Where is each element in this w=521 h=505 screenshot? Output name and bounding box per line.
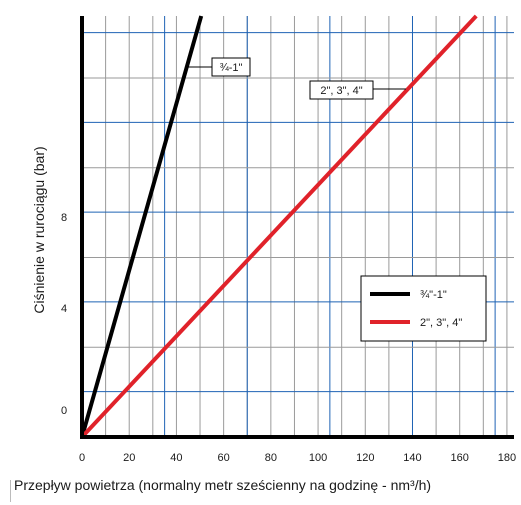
- x-axis-title: Przepływ powietrza (normalny metr sześci…: [14, 477, 431, 493]
- line-label-red-text: 2", 3", 4": [320, 85, 362, 97]
- left-border: [10, 480, 11, 502]
- y-axis-title: Ciśnienie w rurociągu (bar): [31, 146, 47, 313]
- series-line-black: [80, 15, 204, 438]
- x-tick-labels: 0 20 40 60 80 100 120 140 160 180: [79, 452, 516, 464]
- x-tick-label: 160: [451, 452, 469, 464]
- y-tick-label: 0: [61, 405, 67, 417]
- grid: [82, 16, 514, 437]
- y-tick-labels: 0 4 8: [61, 212, 67, 417]
- x-tick-label: 60: [218, 452, 230, 464]
- y-tick-label: 8: [61, 212, 67, 224]
- line-label-black: ¾-1": [188, 57, 251, 77]
- legend-label-black: ¾"-1": [420, 289, 447, 301]
- legend-box: [360, 275, 487, 342]
- x-tick-label: 80: [265, 452, 277, 464]
- y-tick-label: 4: [61, 303, 67, 315]
- line-label-black-text: ¾-1": [220, 62, 243, 74]
- x-tick-label: 180: [498, 452, 516, 464]
- line-label-red: 2", 3", 4": [309, 80, 406, 100]
- legend-label-red: 2", 3", 4": [420, 317, 462, 329]
- x-tick-label: 40: [170, 452, 182, 464]
- x-tick-label: 140: [403, 452, 421, 464]
- x-tick-label: 120: [356, 452, 374, 464]
- x-tick-label: 100: [309, 452, 327, 464]
- axes: [80, 16, 514, 439]
- x-tick-label: 0: [79, 452, 85, 464]
- legend: ¾"-1" 2", 3", 4": [360, 275, 487, 342]
- x-tick-label: 20: [123, 452, 135, 464]
- series-line-red: [80, 14, 478, 439]
- series-lines: [80, 14, 478, 439]
